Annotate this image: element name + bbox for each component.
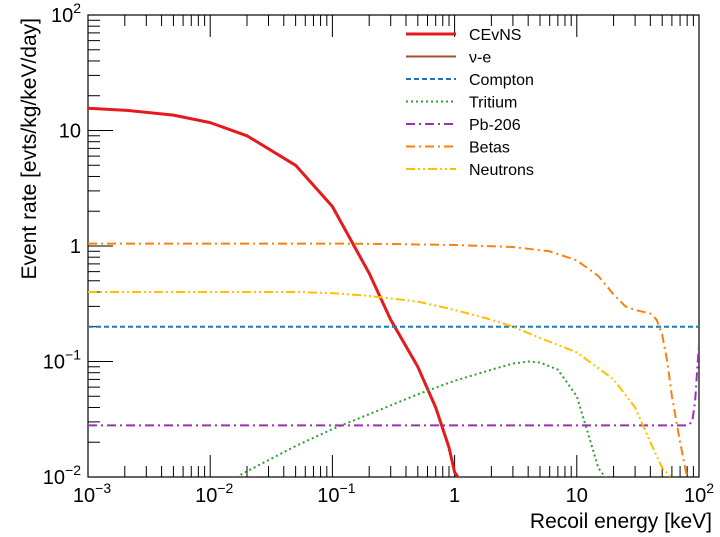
- x-tick-label: 10−1: [317, 480, 355, 507]
- series-cevns-line: [88, 106, 460, 477]
- legend-label: ν-e: [469, 50, 491, 67]
- y-axis-title: Event rate [evts/kg/keV/day]: [18, 18, 41, 279]
- y-tick-label: 1: [70, 236, 81, 258]
- series-betas-line: [88, 242, 689, 477]
- legend-label: Pb-206: [469, 117, 521, 134]
- x-tick-label: 10−3: [73, 480, 111, 507]
- legend-label: Betas: [469, 140, 510, 157]
- series-pb-206-line: [88, 344, 699, 427]
- legend-label: Compton: [469, 72, 534, 89]
- legend: CEvNS ν-e Compton Tritium Pb-206 Betas Neutron…: [406, 27, 534, 179]
- x-tick-label: 10: [566, 485, 588, 507]
- axis-ticks: [87, 15, 694, 478]
- y-tick-label: 102: [51, 0, 81, 27]
- legend-label: Neutrons: [469, 162, 534, 179]
- legend-label: CEvNS: [469, 27, 521, 44]
- plot-frame: [87, 14, 700, 478]
- y-tick-label: 10−1: [43, 347, 81, 374]
- x-tick-label: 1: [449, 485, 460, 507]
- y-tick-label: 10: [59, 121, 81, 143]
- data-curves: [88, 106, 699, 477]
- x-tick-label: 10−2: [195, 480, 233, 507]
- x-axis-title: Recoil energy [keV]: [530, 510, 712, 533]
- series-neutrons-line: [88, 291, 673, 477]
- x-tick-label: 102: [684, 480, 714, 507]
- y-tick-label: 10−2: [43, 462, 81, 489]
- legend-label: Tritium: [469, 95, 517, 112]
- series-tritium-line: [234, 360, 609, 477]
